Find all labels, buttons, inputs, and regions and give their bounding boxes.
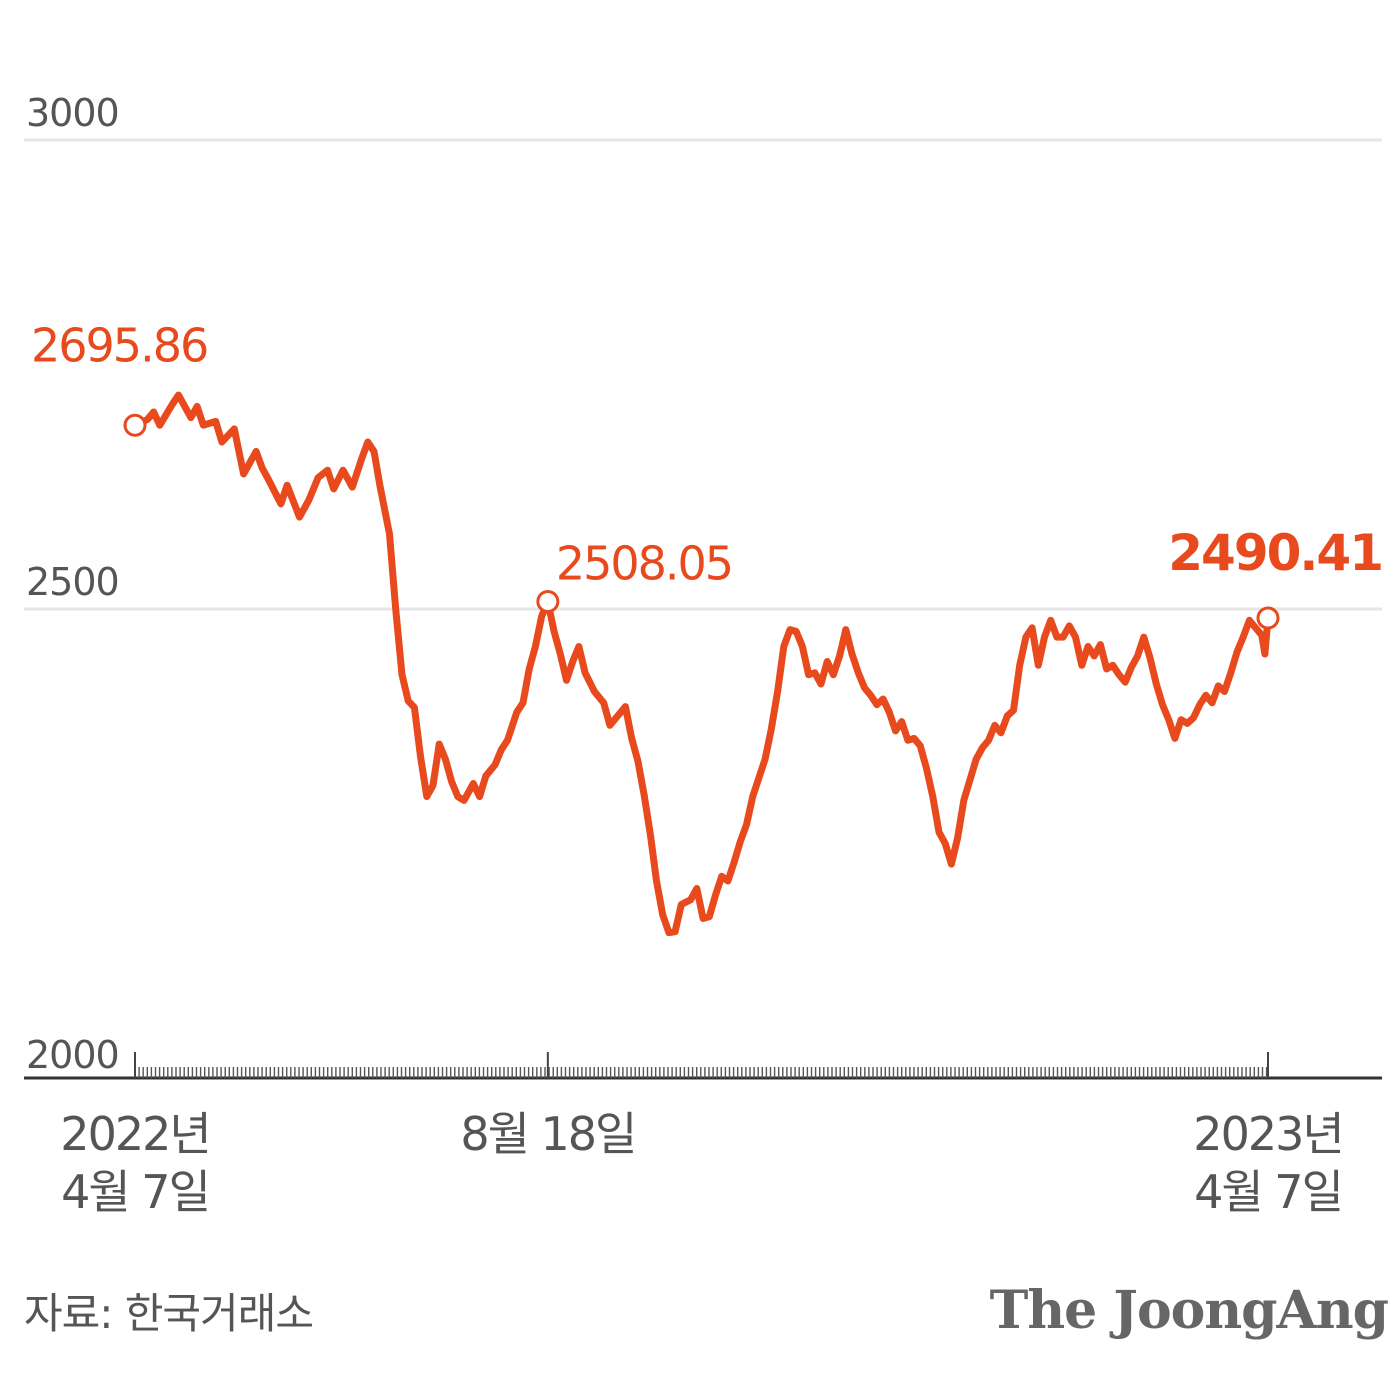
annotations: 2695.86 2508.05 2490.41: [31, 318, 1384, 630]
gridlines: [24, 138, 1382, 611]
y-tick-label-2000: 2000: [26, 1033, 119, 1077]
x-axis: [24, 1052, 1382, 1080]
annotation-label-0: 2695.86: [31, 318, 207, 372]
x-tick-label-1: 8월 18일: [460, 1107, 635, 1161]
annotation-marker-0: [123, 413, 147, 437]
source-label: 자료: 한국거래소: [24, 1289, 313, 1338]
series-line: [131, 391, 1272, 937]
x-axis-minor-ticks: [134, 1067, 1268, 1078]
series-layer: [131, 391, 1272, 937]
annotation-marker-2: [1256, 606, 1280, 630]
y-axis-tick-labels: 3000 2500 2000: [26, 91, 120, 1077]
brand-logo: The JoongAng: [990, 1280, 1389, 1341]
minor-tick-marks: [134, 1067, 1268, 1078]
annotation-label-2: 2490.41: [1168, 524, 1382, 582]
x-tick-label-2: 2023년 4월 7일: [1193, 1107, 1342, 1219]
y-tick-label-3000: 3000: [26, 91, 119, 135]
x-tick-label-0: 2022년 4월 7일: [60, 1107, 209, 1219]
annotation-marker-1: [536, 589, 560, 613]
y-tick-label-2500: 2500: [26, 560, 119, 604]
x-axis-tick-labels: 2022년 4월 7일 8월 18일 2023년 4월 7일: [60, 1107, 1344, 1219]
annotation-label-1: 2508.05: [556, 536, 732, 590]
